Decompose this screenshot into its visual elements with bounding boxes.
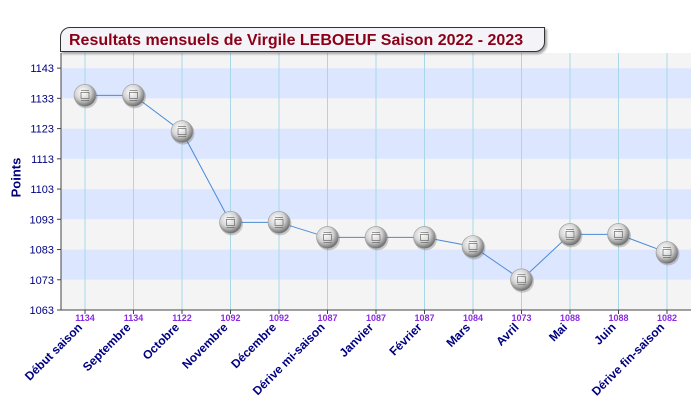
value-label-9: 1073 [511, 313, 531, 323]
data-point-8 [461, 235, 486, 260]
data-point-5 [316, 226, 340, 251]
value-label-12: 1082 [657, 313, 677, 323]
y-tick-label-5: 1113 [31, 154, 54, 166]
y-tick-label-6: 1123 [30, 124, 54, 136]
y-axis-label: Points [8, 157, 24, 198]
chart-title: Resultats mensuels de Virgile LEBOEUF Sa… [60, 27, 545, 52]
data-point-3 [219, 211, 243, 236]
value-label-8: 1084 [463, 313, 483, 323]
y-tick-label-1: 1073 [30, 275, 54, 287]
x-tick-label-4: Décembre [228, 320, 279, 371]
y-tick-label-0: 1063 [30, 305, 54, 317]
data-point-7 [413, 226, 437, 251]
data-point-2 [170, 120, 195, 145]
data-point-6 [364, 226, 389, 251]
x-tick-label-6: Janvier [337, 320, 377, 360]
value-label-7: 1087 [414, 313, 434, 323]
value-label-0: 1134 [75, 313, 95, 323]
x-tick-label-2: Octobre [140, 320, 183, 363]
data-points [73, 84, 680, 293]
value-label-6: 1087 [366, 313, 386, 323]
y-tick-label-2: 1083 [30, 245, 54, 257]
axes [60, 53, 691, 314]
x-tick-label-0: Début saison [22, 320, 85, 383]
x-tick-label-3: Novembre [179, 320, 231, 372]
x-tick-label-8: Mars [443, 320, 473, 350]
y-tick-label-3: 1093 [30, 214, 54, 226]
y-axis-ticks: 1063 1073 1083 1093 1103 1113 1123 1133 1143 [30, 63, 61, 317]
y-tick-label-7: 1133 [30, 93, 54, 105]
data-point-9 [510, 268, 534, 293]
y-tick-label-8: 1143 [30, 63, 54, 75]
x-tick-label-9: Avril [493, 320, 521, 348]
x-tick-label-10: Mai [546, 320, 570, 344]
data-point-4 [267, 211, 292, 236]
value-label-3: 1092 [220, 313, 240, 323]
data-point-11 [607, 223, 631, 248]
x-tick-label-1: Septembre [80, 320, 134, 374]
data-point-0 [73, 84, 98, 109]
data-point-1 [122, 84, 146, 109]
x-tick-label-11: Juin [591, 320, 618, 347]
y-tick-label-4: 1103 [30, 184, 54, 196]
value-label-11: 1088 [608, 313, 628, 323]
x-tick-label-7: Février [386, 320, 424, 358]
vertical-gridlines [84, 53, 668, 310]
value-labels: 1134 1134 1122 1092 1092 1087 1087 1087 1084 1073… [75, 313, 677, 323]
value-label-4: 1092 [269, 313, 289, 323]
value-label-2: 1122 [172, 313, 192, 323]
value-label-5: 1087 [317, 313, 337, 323]
value-label-10: 1088 [560, 313, 580, 323]
data-point-12 [655, 241, 680, 266]
value-label-1: 1134 [124, 313, 144, 323]
data-point-10 [558, 223, 583, 248]
